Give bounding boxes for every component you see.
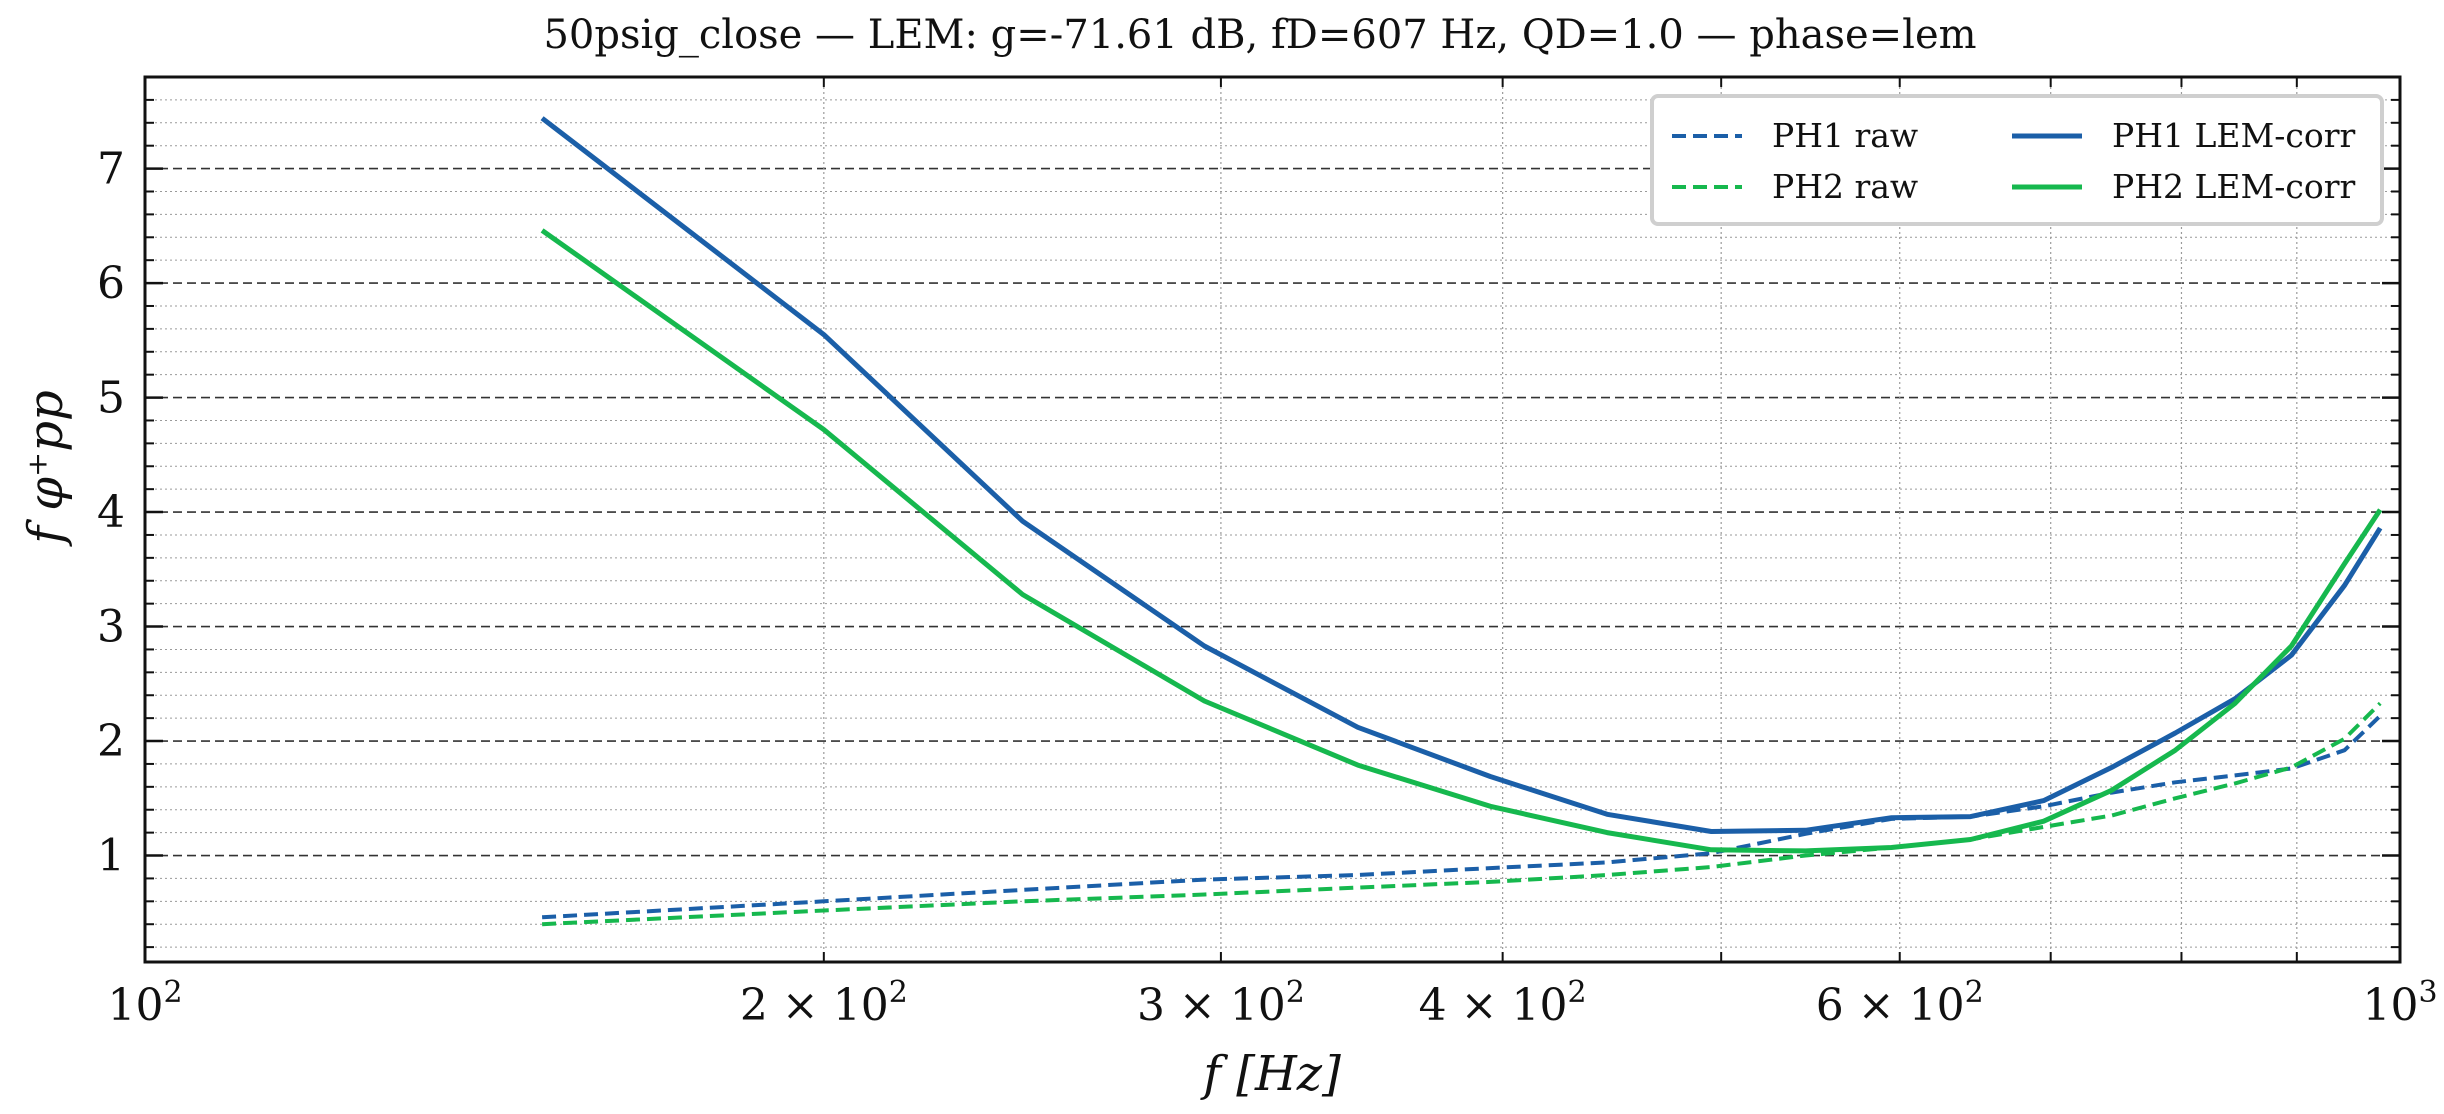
y-tick-label: 6 xyxy=(97,258,125,309)
ticks xyxy=(145,77,2400,962)
series-line-1 xyxy=(542,701,2382,927)
y-tick-label: 7 xyxy=(97,144,125,195)
legend: PH1 raw PH2 raw PH1 LEM-corr PH2 LEM-corr xyxy=(1650,94,2384,226)
chart-title: 50psig_close — LEM: g=-71.61 dB, fD=607 … xyxy=(543,12,1976,58)
plot-frame xyxy=(143,75,2402,964)
legend-frame xyxy=(1650,94,2384,226)
legend-label-1: PH2 raw xyxy=(1772,167,1918,206)
y-tick-label: 4 xyxy=(97,487,125,538)
x-tick-label: 3 × 102 xyxy=(1137,975,1305,1031)
grid xyxy=(145,77,2400,962)
tick-labels: 1 2 3 4 5 6 7 102 2 × 102 3 × 102 4 × 102 6 × 102 10… xyxy=(97,144,2438,1031)
y-tick-label: 2 xyxy=(97,716,125,767)
x-tick-label: 103 xyxy=(2362,975,2437,1031)
y-tick-label: 3 xyxy=(97,602,125,653)
series-layer xyxy=(540,116,2383,927)
series-line-3 xyxy=(540,228,2383,854)
legend-label-3: PH2 LEM-corr xyxy=(2112,167,2356,206)
legend-label-2: PH1 LEM-corr xyxy=(2112,116,2356,155)
x-tick-label: 6 × 102 xyxy=(1816,975,1984,1031)
x-tick-label: 102 xyxy=(107,975,182,1031)
legend-label-0: PH1 raw xyxy=(1772,116,1918,155)
x-axis-label: f [Hz] xyxy=(1200,1046,1341,1102)
x-tick-label: 4 × 102 xyxy=(1419,975,1587,1031)
y-tick-label: 5 xyxy=(97,373,125,424)
y-axis-label: f φ⁺pp xyxy=(18,390,74,546)
y-tick-label: 1 xyxy=(97,831,125,882)
x-tick-label: 2 × 102 xyxy=(740,975,908,1031)
